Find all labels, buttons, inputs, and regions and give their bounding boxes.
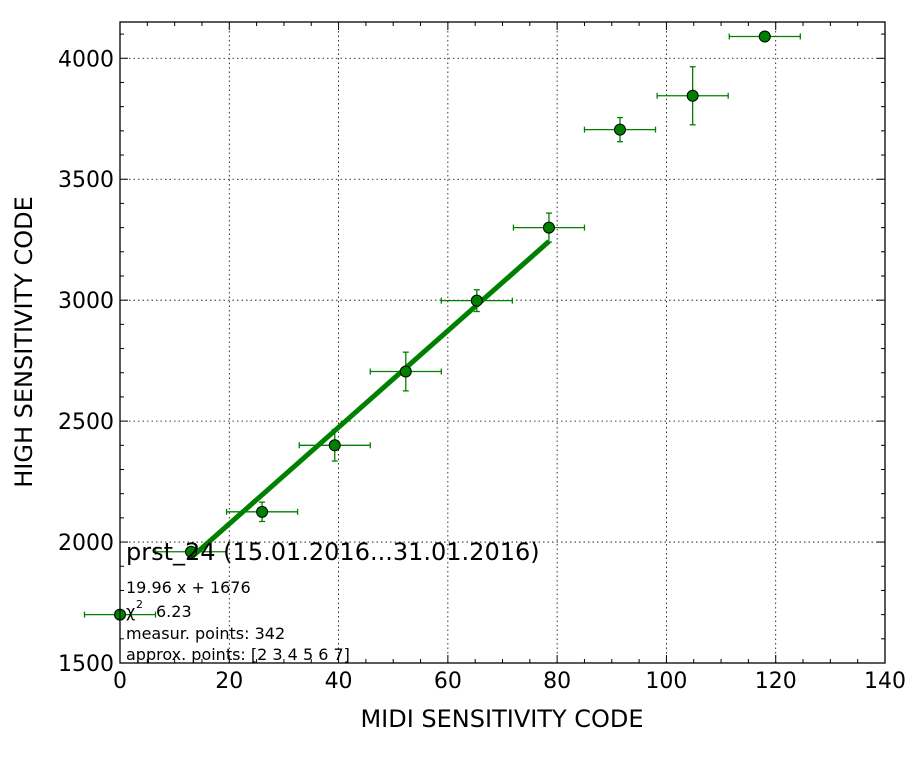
x-tick-label: 40 <box>325 669 353 694</box>
y-tick-label: 1500 <box>58 652 114 677</box>
data-point <box>542 221 555 234</box>
x-tick-label: 140 <box>864 669 906 694</box>
fit-line-group <box>189 239 551 560</box>
tick-labels: 0 20 40 60 80 100 120 140 1500 2000 2500 3000 3500 40… <box>58 47 906 694</box>
y-axis-title: HIGH SENSITIVITY CODE <box>10 196 38 488</box>
data-point <box>686 89 699 102</box>
annotation-measur-points: measur. points: 342 <box>126 624 285 643</box>
y-tick-label: 3500 <box>58 168 114 193</box>
annotation-chi-value: 6.23 <box>156 602 192 621</box>
y-tick-label: 4000 <box>58 47 114 72</box>
x-tick-label: 0 <box>113 669 127 694</box>
data-points <box>114 30 771 621</box>
data-point <box>256 505 269 518</box>
data-point <box>613 123 626 136</box>
x-tick-label: 20 <box>215 669 243 694</box>
grid <box>120 22 885 663</box>
x-tick-label: 60 <box>434 669 462 694</box>
x-tick-label: 120 <box>755 669 797 694</box>
data-point <box>328 439 341 452</box>
x-tick-label: 80 <box>543 669 571 694</box>
data-point <box>399 365 412 378</box>
annotation-chi-symbol: χ <box>126 602 135 621</box>
y-tick-label: 2000 <box>58 531 114 556</box>
y-tick-label: 3000 <box>58 289 114 314</box>
annotation-equation: 19.96 x + 1676 <box>126 578 251 597</box>
x-tick-label: 100 <box>645 669 687 694</box>
y-tick-label: 2500 <box>58 410 114 435</box>
data-point <box>185 545 198 558</box>
annotation-approx-points: approx. points: [2 3 4 5 6 7] <box>126 645 350 664</box>
annotation-box: prst_24 (15.01.2016...31.01.2016) 19.96 … <box>126 538 540 664</box>
annotation-chi-superscript: 2 <box>136 598 143 611</box>
data-point <box>758 30 771 43</box>
axis-ticks <box>119 22 886 664</box>
plot-frame <box>119 21 886 664</box>
annotation-title: prst_24 (15.01.2016...31.01.2016) <box>126 538 540 566</box>
x-axis-title: MIDI SENSITIVITY CODE <box>360 705 643 733</box>
fit-line <box>189 239 551 560</box>
data-point <box>470 294 483 307</box>
